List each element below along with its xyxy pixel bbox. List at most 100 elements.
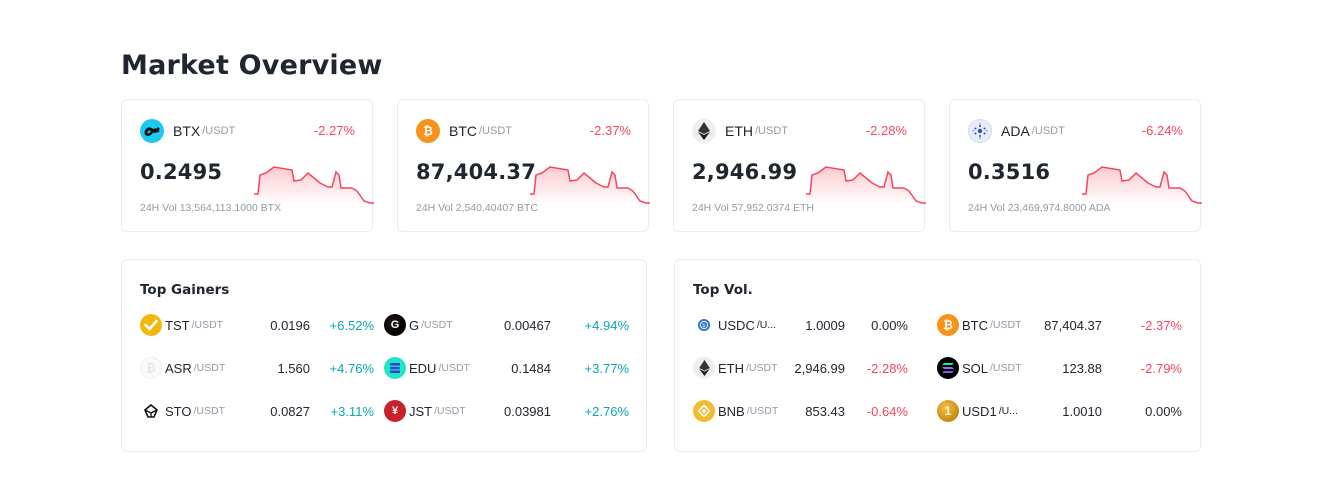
card-symbol: BTC [449, 123, 477, 139]
row-price: 0.1484 [511, 360, 551, 376]
vol-row-usdc[interactable]: $ USDC /U... 1.0009 0.00% [693, 313, 908, 337]
top-vol-panel: Top Vol. $ USDC /U... 1.0009 0.00% ₿ BTC… [674, 259, 1201, 452]
jst-icon: ¥ [384, 400, 406, 422]
vol-row-bnb[interactable]: BNB /USDT 853.43 -0.64% [693, 399, 908, 423]
card-change: -2.28% [865, 123, 907, 138]
row-symbol: ASR [165, 360, 192, 376]
row-quote: /USDT [191, 319, 224, 331]
panel-title: Top Vol. [693, 282, 753, 298]
row-symbol: JST [409, 403, 433, 419]
card-price: 87,404.37 [416, 160, 537, 184]
card-symbol: BTX [173, 123, 201, 139]
edu-icon [384, 357, 406, 379]
gainer-row-tst[interactable]: TST /USDT 0.0196 +6.52% [140, 313, 374, 337]
gainer-row-edu[interactable]: EDU /USDT 0.1484 +3.77% [384, 356, 629, 380]
row-symbol: SOL [962, 360, 989, 376]
bitcoin-icon: ₿ [937, 314, 959, 336]
row-quote: /USDT [193, 362, 226, 374]
row-quote: /USDT [193, 405, 226, 417]
row-price: 0.00467 [504, 317, 551, 333]
row-symbol: ETH [718, 360, 744, 376]
market-card-eth[interactable]: ETH /USDT -2.28% 2,946.99 24H Vol 57,952… [673, 99, 926, 232]
card-change: -2.27% [313, 123, 355, 138]
row-price: 1.0009 [805, 317, 845, 333]
gainer-row-sto[interactable]: STO /USDT 0.0827 +3.11% [140, 399, 374, 423]
vol-row-usd1[interactable]: 1 USD1 /U... 1.0010 0.00% [937, 399, 1182, 423]
row-symbol: EDU [409, 360, 437, 376]
usd1-icon: 1 [937, 400, 959, 422]
card-quote: /USDT [479, 125, 512, 137]
gainer-row-asr[interactable]: ₿ ASR /USDT 1.560 +4.76% [140, 356, 374, 380]
row-quote: /USDT [421, 319, 453, 331]
row-change: -2.28% [866, 360, 908, 376]
card-symbol: ADA [1001, 123, 1030, 139]
row-quote: /U... [998, 405, 1018, 417]
bnb-icon [693, 400, 715, 422]
vol-row-btc[interactable]: ₿ BTC /USDT 87,404.37 -2.37% [937, 313, 1182, 337]
row-change: -2.37% [1140, 317, 1182, 333]
row-change: 0.00% [1145, 403, 1182, 419]
row-symbol: USD1 [962, 403, 997, 419]
row-quote: /USDT [438, 362, 470, 374]
sparkline-chart [806, 166, 926, 205]
panel-title: Top Gainers [140, 282, 230, 298]
row-quote: /USDT [746, 405, 779, 417]
card-change: -6.24% [1141, 123, 1183, 138]
row-price: 2,946.99 [794, 360, 845, 376]
row-price: 0.0196 [270, 317, 310, 333]
row-price: 0.03981 [504, 403, 551, 419]
card-volume: 24H Vol 23,469,974.8000 ADA [968, 202, 1111, 214]
card-change: -2.37% [589, 123, 631, 138]
row-change: +4.94% [584, 317, 629, 333]
vol-row-eth[interactable]: ETH /USDT 2,946.99 -2.28% [693, 356, 908, 380]
card-volume: 24H Vol 13,564,113.1000 BTX [140, 202, 282, 214]
market-card-ada[interactable]: ADA /USDT -6.24% 0.3516 24H Vol 23,469,9… [949, 99, 1202, 232]
market-card-btc[interactable]: ₿ BTC /USDT -2.37% 87,404.37 24H Vol 2,5… [397, 99, 650, 232]
card-price: 2,946.99 [692, 160, 798, 184]
row-quote: /USDT [746, 362, 778, 374]
row-change: +4.76% [329, 360, 374, 376]
row-change: +3.77% [584, 360, 629, 376]
row-change: -2.79% [1140, 360, 1182, 376]
ethereum-icon [693, 357, 715, 379]
card-price: 0.3516 [968, 160, 1051, 184]
row-change: 0.00% [871, 317, 908, 333]
sparkline-chart [254, 166, 374, 205]
row-change: -0.64% [866, 403, 908, 419]
gainer-row-g[interactable]: G G /USDT 0.00467 +4.94% [384, 313, 629, 337]
page-title: Market Overview [121, 50, 383, 81]
row-symbol: BNB [718, 403, 745, 419]
sto-icon [140, 400, 162, 422]
row-change: +3.11% [330, 403, 375, 419]
asr-placeholder-icon: ₿ [140, 357, 162, 379]
sparkline-chart [530, 166, 650, 205]
row-price: 853.43 [805, 403, 845, 419]
row-price: 1.0010 [1062, 403, 1102, 419]
row-quote: /U... [756, 319, 777, 331]
row-quote: /USDT [434, 405, 466, 417]
row-symbol: STO [165, 403, 192, 419]
solana-icon [937, 357, 959, 379]
sparkline-chart [1082, 166, 1202, 205]
btx-icon [140, 119, 164, 143]
row-change: +2.76% [584, 403, 629, 419]
ethereum-icon [692, 119, 716, 143]
row-symbol: BTC [962, 317, 988, 333]
card-quote: /USDT [755, 125, 788, 137]
row-price: 0.0827 [270, 403, 310, 419]
svg-text:$: $ [702, 323, 705, 329]
card-symbol: ETH [725, 123, 753, 139]
tst-check-icon [140, 314, 162, 336]
row-symbol: TST [165, 317, 190, 333]
usdc-icon: $ [693, 314, 715, 336]
card-quote: /USDT [202, 125, 236, 137]
vol-row-sol[interactable]: SOL /USDT 123.88 -2.79% [937, 356, 1182, 380]
card-volume: 24H Vol 57,952.0374 ETH [692, 202, 815, 214]
row-price: 87,404.37 [1044, 317, 1102, 333]
row-symbol: G [409, 317, 420, 333]
market-card-btx[interactable]: BTX /USDT -2.27% 0.2495 24H Vol 13,564,1… [121, 99, 374, 232]
row-price: 1.560 [277, 360, 310, 376]
row-quote: /USDT [990, 319, 1022, 331]
top-gainers-panel: Top Gainers TST /USDT 0.0196 +6.52% G G … [121, 259, 647, 452]
gainer-row-jst[interactable]: ¥ JST /USDT 0.03981 +2.76% [384, 399, 629, 423]
